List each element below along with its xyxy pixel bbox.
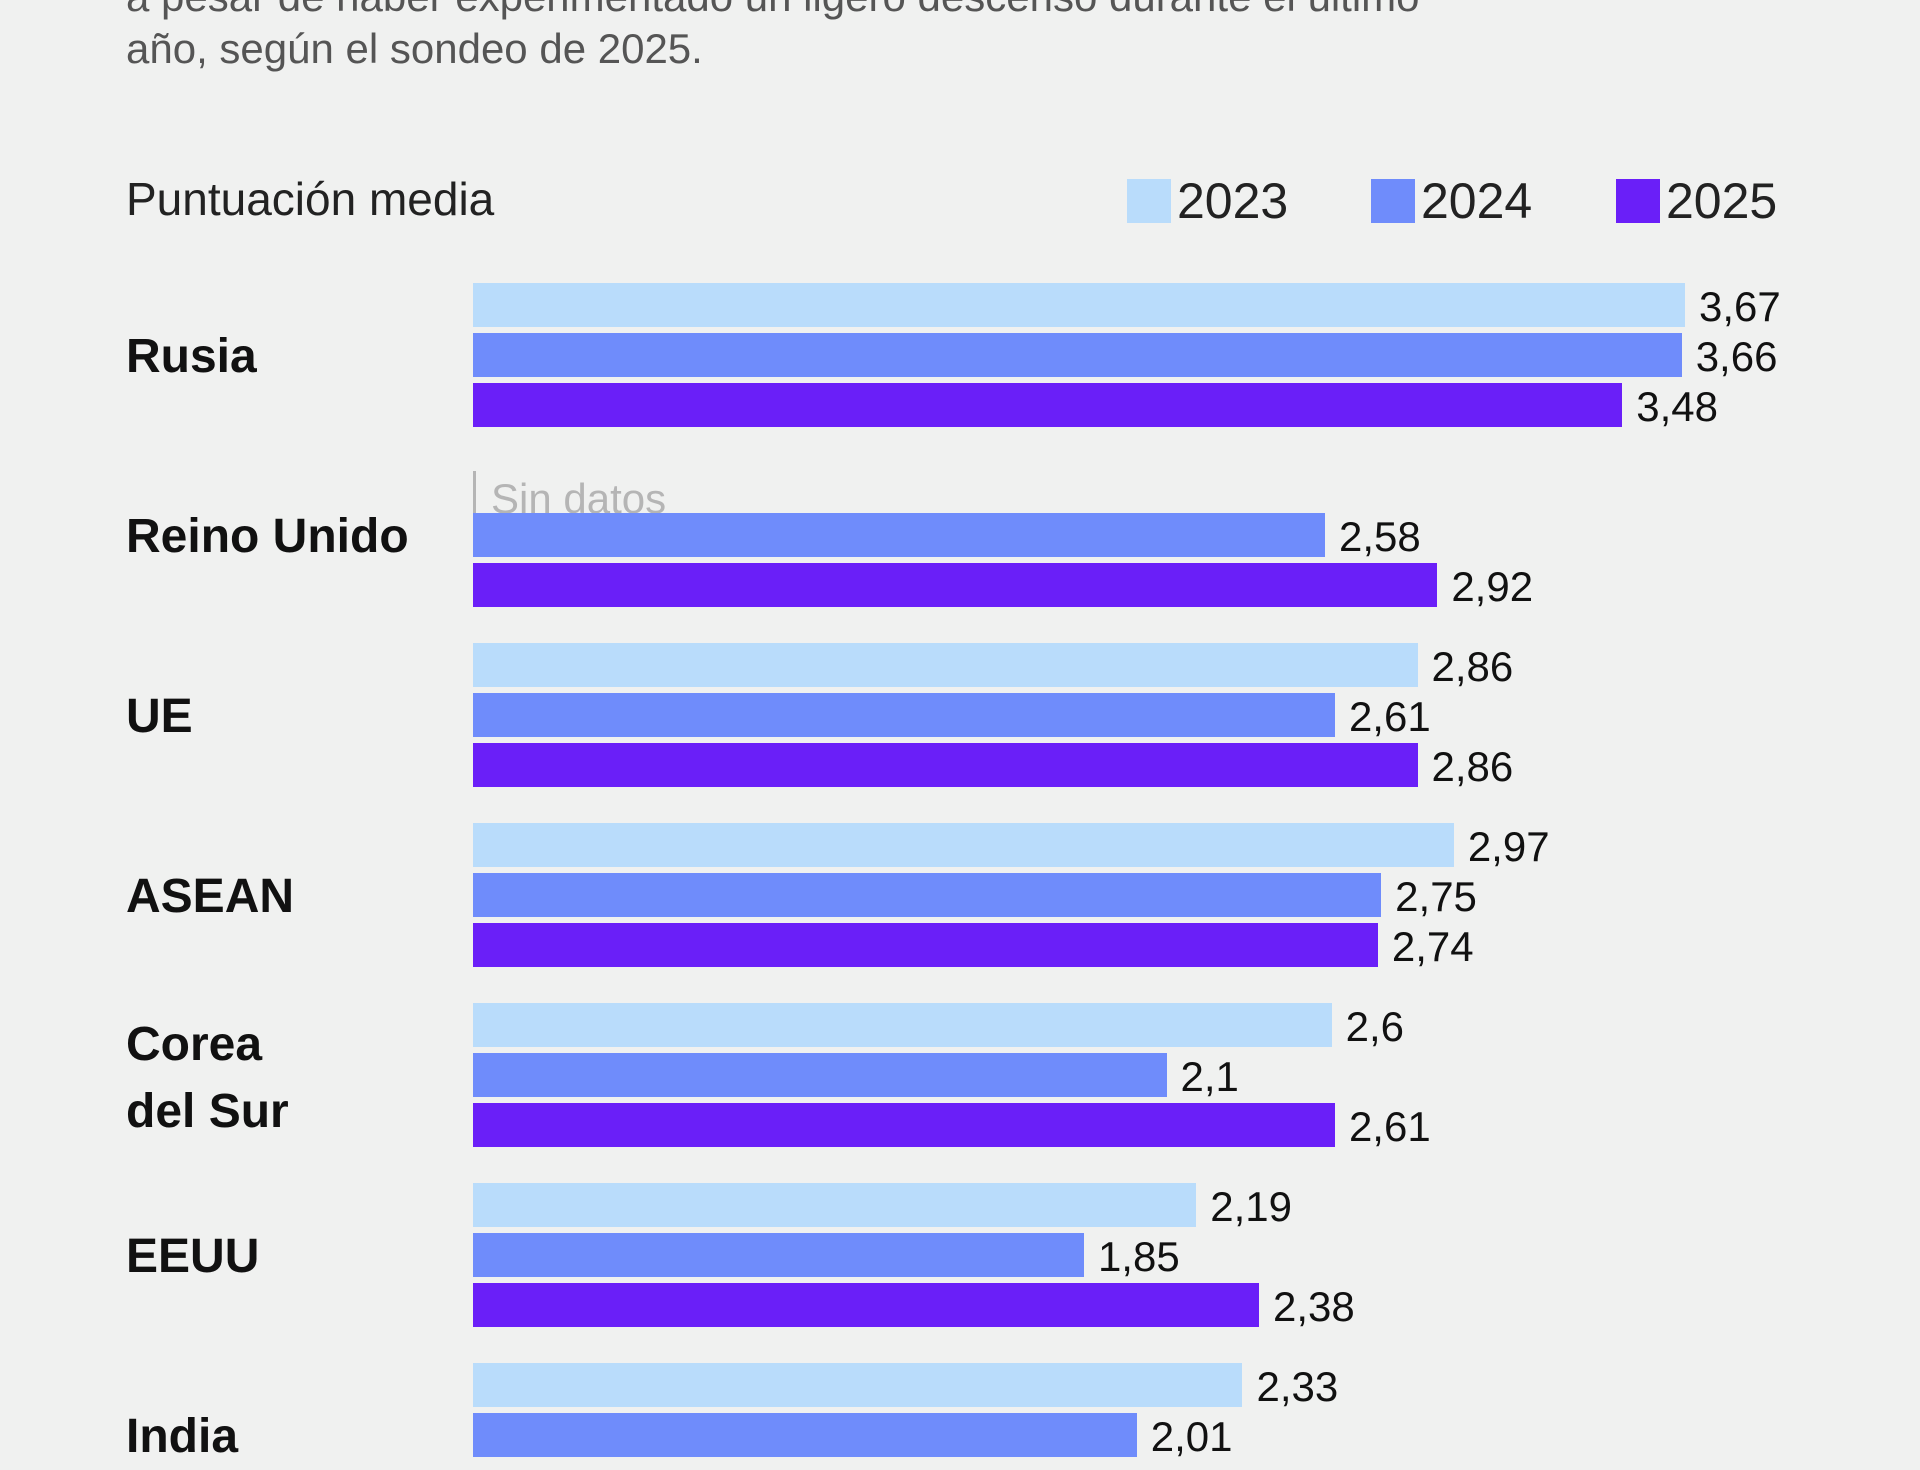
axis-label: Puntuación media bbox=[126, 173, 495, 225]
category-label: India bbox=[126, 1410, 239, 1463]
value-label: 3,67 bbox=[1699, 283, 1781, 330]
value-label: 2,01 bbox=[1150, 1413, 1233, 1460]
bar-2023 bbox=[473, 643, 1418, 687]
bar-2024 bbox=[473, 1413, 1137, 1457]
bar-2023 bbox=[473, 1183, 1197, 1227]
category-label: Reino Unido bbox=[126, 510, 409, 563]
bar-2023 bbox=[473, 823, 1454, 867]
value-label: 2,97 bbox=[1467, 823, 1550, 870]
bar-2025 bbox=[473, 743, 1418, 787]
value-label: 2,86 bbox=[1431, 743, 1514, 790]
value-label: 2,75 bbox=[1395, 873, 1477, 920]
bar-2025 bbox=[473, 563, 1438, 607]
bar-2025 bbox=[473, 1103, 1335, 1147]
bar-2024 bbox=[473, 873, 1382, 917]
bar-2023 bbox=[473, 1003, 1332, 1047]
category-label: ASEAN bbox=[126, 870, 295, 923]
value-label: 2,61 bbox=[1348, 1103, 1431, 1150]
legend-label: 2025 bbox=[1666, 173, 1778, 229]
value-label: 2,6 bbox=[1345, 1003, 1405, 1050]
bar-2023 bbox=[473, 283, 1685, 327]
legend-item-2024: 2024 bbox=[1371, 172, 1532, 230]
legend-swatch bbox=[1127, 179, 1171, 223]
value-label: 2,92 bbox=[1451, 563, 1534, 610]
bar-2024 bbox=[473, 693, 1335, 737]
category-label: EEUU bbox=[126, 1230, 260, 1283]
value-label: 2,1 bbox=[1180, 1053, 1239, 1100]
no-data-marker bbox=[473, 471, 476, 515]
value-label: 3,48 bbox=[1636, 383, 1718, 430]
value-label: 2,61 bbox=[1348, 693, 1431, 740]
value-label: 2,74 bbox=[1391, 923, 1474, 970]
subtitle-line-1: a pesar de haber experimentado un ligero… bbox=[126, 0, 1420, 18]
category-label: UE bbox=[126, 690, 193, 743]
value-label: 2,58 bbox=[1339, 513, 1421, 560]
bar-2025 bbox=[473, 1283, 1259, 1327]
bar-2024 bbox=[473, 333, 1682, 377]
bar-2025 bbox=[473, 383, 1623, 427]
legend-item-2023: 2023 bbox=[1127, 172, 1288, 230]
bar-2024 bbox=[473, 513, 1326, 557]
subtitle-line-2: año, según el sondeo de 2025. bbox=[126, 25, 703, 72]
legend-item-2025: 2025 bbox=[1616, 172, 1777, 230]
bar-2024 bbox=[473, 1053, 1167, 1097]
category-label: Rusia bbox=[126, 330, 257, 383]
category-label: Corea del Sur bbox=[126, 1018, 289, 1139]
value-label: 2,86 bbox=[1431, 643, 1514, 690]
legend-label: 2023 bbox=[1177, 173, 1289, 229]
value-label: 2,19 bbox=[1210, 1183, 1292, 1230]
bar-2025 bbox=[473, 923, 1378, 967]
value-label: 3,66 bbox=[1695, 333, 1778, 380]
value-label: 1,85 bbox=[1097, 1233, 1180, 1280]
value-label: 2,38 bbox=[1272, 1283, 1355, 1330]
legend-swatch bbox=[1616, 179, 1660, 223]
bar-2023 bbox=[473, 1363, 1243, 1407]
legend-swatch bbox=[1371, 179, 1415, 223]
legend-label: 2024 bbox=[1421, 173, 1533, 229]
value-label: 2,33 bbox=[1256, 1363, 1339, 1410]
bar-2024 bbox=[473, 1233, 1084, 1277]
